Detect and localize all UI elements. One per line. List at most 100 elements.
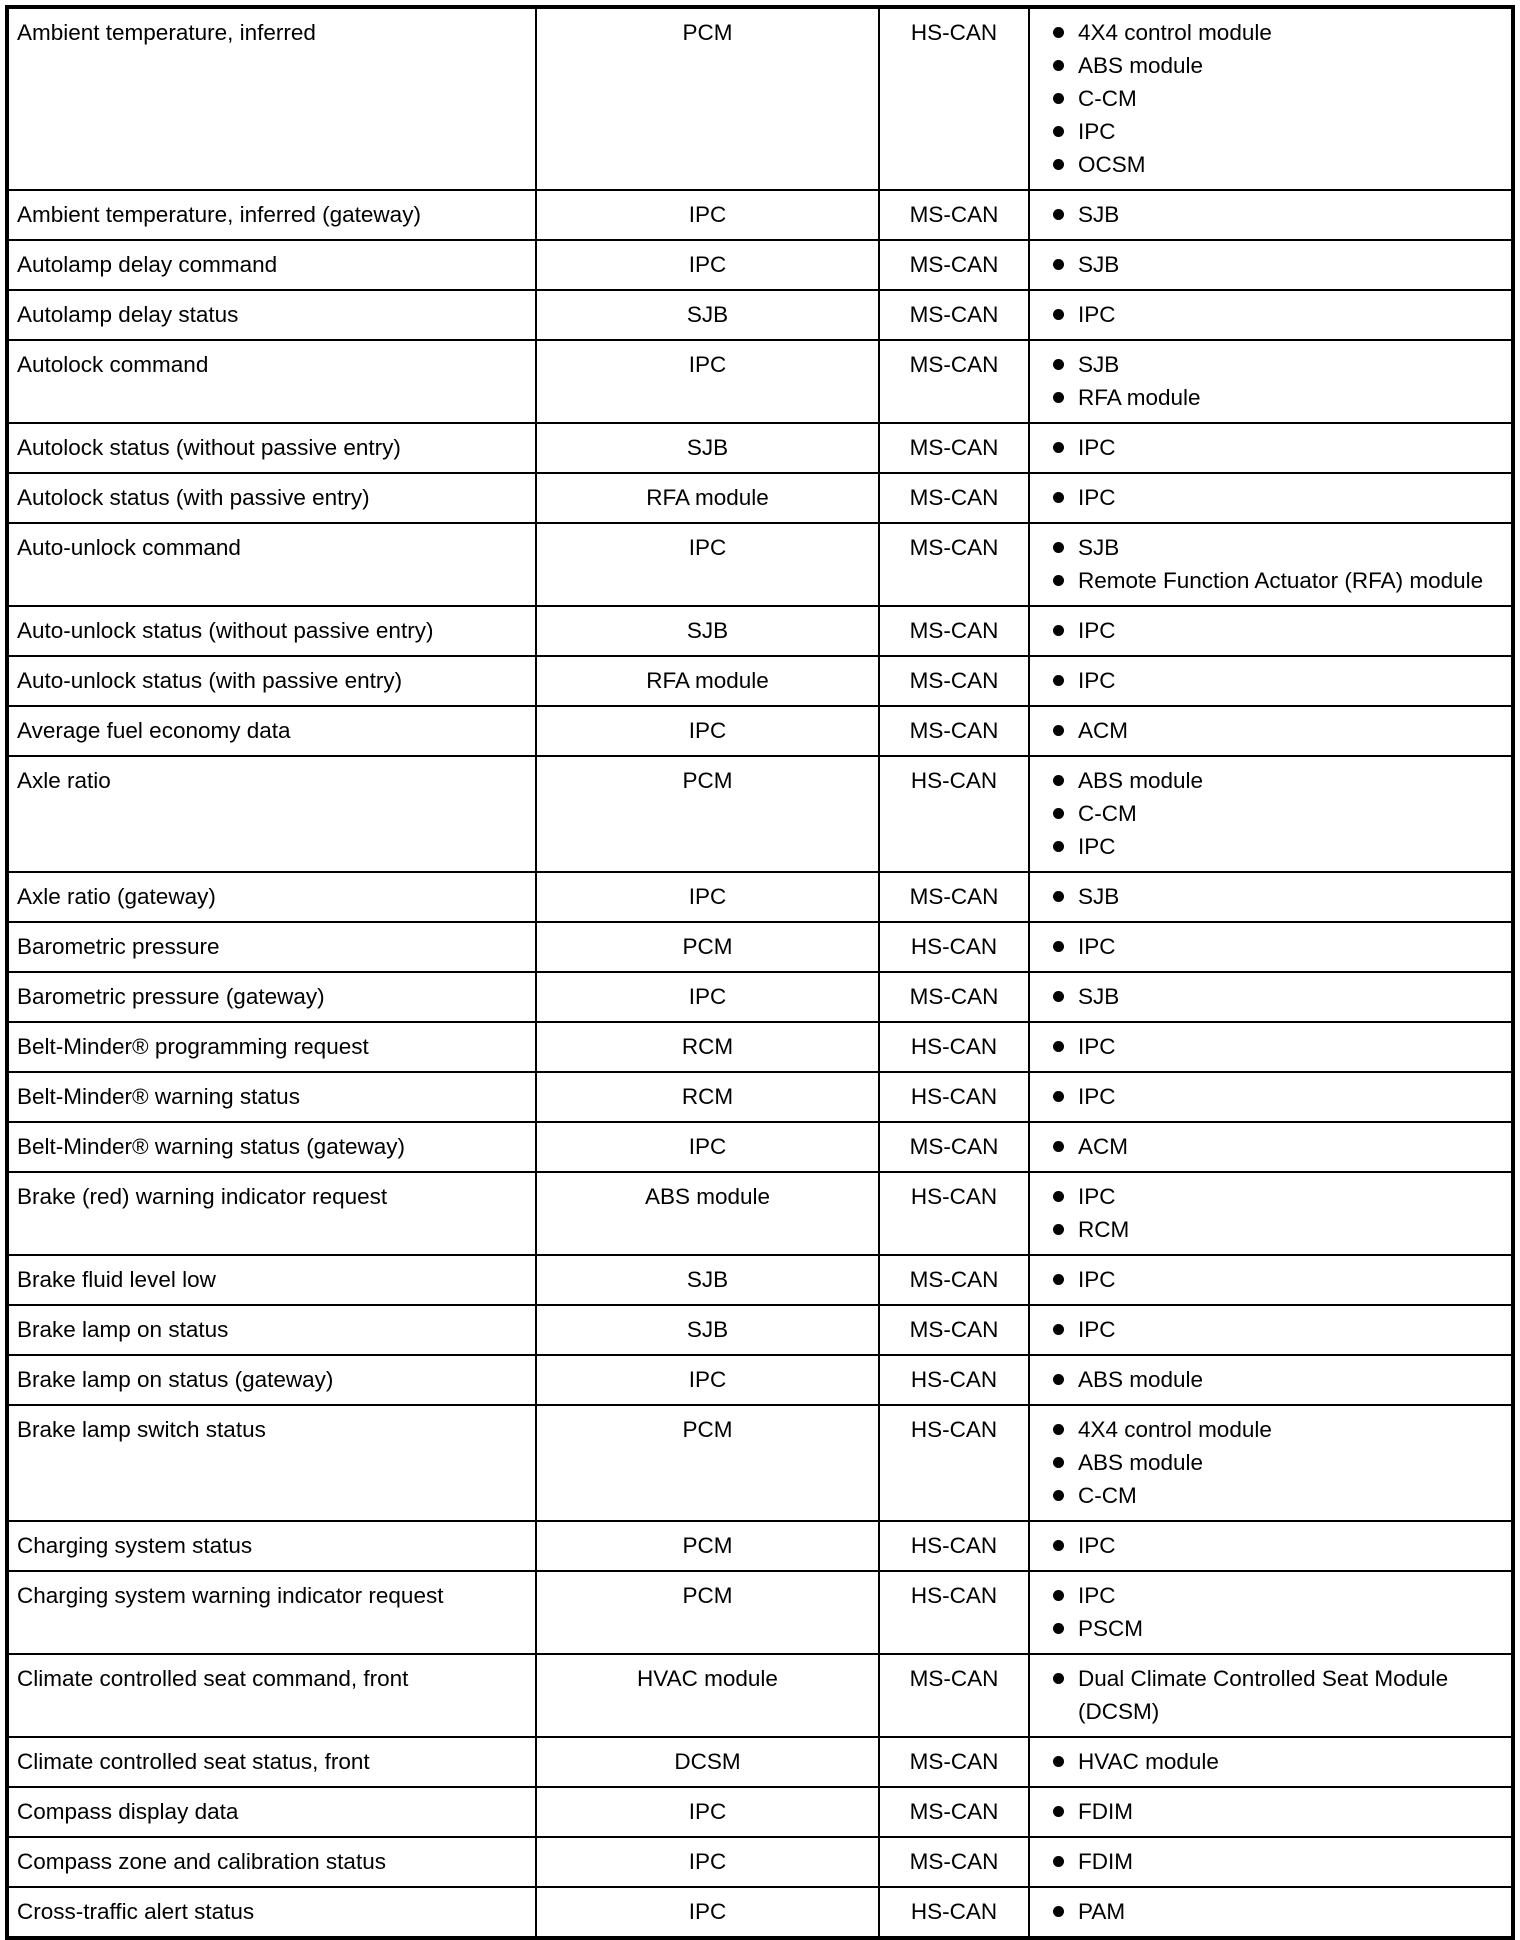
originator-cell: DCSM — [535, 1736, 880, 1788]
receiver-item: ABS module — [1050, 49, 1503, 82]
table-row: Auto-unlock status (without passive entr… — [6, 605, 1514, 657]
receivers-cell: 4X4 control module ABS module C-CM — [1028, 1404, 1514, 1522]
originator-cell: SJB — [535, 1304, 880, 1356]
network-cell: HS-CAN — [878, 1570, 1030, 1655]
receiver-list: SJB — [1050, 248, 1503, 281]
receiver-list: IPC — [1050, 1030, 1503, 1063]
message-cell: Belt-Minder® programming request — [6, 1021, 537, 1073]
network-cell: MS-CAN — [878, 472, 1030, 524]
table-row: Climate controlled seat status, front DCS… — [6, 1736, 1514, 1788]
network-cell: MS-CAN — [878, 655, 1030, 707]
originator-cell: IPC — [535, 1786, 880, 1838]
receiver-item: IPC — [1050, 1529, 1503, 1562]
originator-cell: IPC — [535, 1354, 880, 1406]
message-cell: Ambient temperature, inferred — [6, 6, 537, 191]
receivers-cell: IPC — [1028, 289, 1514, 341]
receiver-list: FDIM — [1050, 1795, 1503, 1828]
receiver-item: ABS module — [1050, 764, 1503, 797]
table-row: Belt-Minder® warning status RCM HS-CAN IPC — [6, 1071, 1514, 1123]
receivers-cell: IPC — [1028, 605, 1514, 657]
message-cell: Brake lamp on status (gateway) — [6, 1354, 537, 1406]
receiver-list: SJB — [1050, 980, 1503, 1013]
receiver-item: IPC — [1050, 930, 1503, 963]
receiver-item: Dual Climate Controlled Seat Module (DCS… — [1050, 1662, 1503, 1728]
table-row: Autolamp delay status SJB MS-CAN IPC — [6, 289, 1514, 341]
message-cell: Compass zone and calibration status — [6, 1836, 537, 1888]
table-row: Ambient temperature, inferred PCM HS-CAN 4X… — [6, 6, 1514, 191]
originator-cell: IPC — [535, 189, 880, 241]
message-cell: Belt-Minder® warning status (gateway) — [6, 1121, 537, 1173]
receiver-item: IPC — [1050, 431, 1503, 464]
receiver-item: Remote Function Actuator (RFA) module — [1050, 564, 1503, 597]
receivers-cell: IPC — [1028, 1021, 1514, 1073]
receiver-item: IPC — [1050, 481, 1503, 514]
receiver-list: ACM — [1050, 1130, 1503, 1163]
table-row: Axle ratio PCM HS-CAN ABS module C-CM IPC — [6, 755, 1514, 873]
receivers-cell: FDIM — [1028, 1836, 1514, 1888]
receivers-cell: IPC — [1028, 1520, 1514, 1572]
originator-cell: IPC — [535, 522, 880, 607]
receiver-item: IPC — [1050, 115, 1503, 148]
receivers-cell: IPC — [1028, 1071, 1514, 1123]
originator-cell: RFA module — [535, 655, 880, 707]
network-cell: HS-CAN — [878, 1886, 1030, 1939]
receiver-item: ABS module — [1050, 1446, 1503, 1479]
originator-cell: RFA module — [535, 472, 880, 524]
table-row: Auto-unlock status (with passive entry) R… — [6, 655, 1514, 707]
receivers-cell: ACM — [1028, 705, 1514, 757]
message-cell: Climate controlled seat command, front — [6, 1653, 537, 1738]
table-row: Compass zone and calibration status IPC MS… — [6, 1836, 1514, 1888]
receivers-cell: IPC RCM — [1028, 1171, 1514, 1256]
receiver-list: FDIM — [1050, 1845, 1503, 1878]
message-cell: Autolock status (with passive entry) — [6, 472, 537, 524]
receivers-cell: IPC — [1028, 472, 1514, 524]
network-cell: MS-CAN — [878, 289, 1030, 341]
receiver-item: IPC — [1050, 830, 1503, 863]
receiver-list: IPC — [1050, 1313, 1503, 1346]
message-cell: Average fuel economy data — [6, 705, 537, 757]
receiver-list: Dual Climate Controlled Seat Module (DCS… — [1050, 1662, 1503, 1728]
receiver-list: ACM — [1050, 714, 1503, 747]
message-cell: Auto-unlock status (with passive entry) — [6, 655, 537, 707]
network-cell: HS-CAN — [878, 1404, 1030, 1522]
network-cell: MS-CAN — [878, 1786, 1030, 1838]
table-row: Barometric pressure (gateway) IPC MS-CAN SJ… — [6, 971, 1514, 1023]
receiver-list: IPC — [1050, 1529, 1503, 1562]
message-cell: Axle ratio — [6, 755, 537, 873]
receiver-list: IPC — [1050, 614, 1503, 647]
receiver-list: IPC RCM — [1050, 1180, 1503, 1246]
message-cell: Autolock command — [6, 339, 537, 424]
receiver-item: IPC — [1050, 614, 1503, 647]
originator-cell: SJB — [535, 1254, 880, 1306]
receiver-item: IPC — [1050, 1313, 1503, 1346]
receiver-item: SJB — [1050, 198, 1503, 231]
receivers-cell: ABS module C-CM IPC — [1028, 755, 1514, 873]
message-cell: Ambient temperature, inferred (gateway) — [6, 189, 537, 241]
receiver-item: IPC — [1050, 1080, 1503, 1113]
network-cell: MS-CAN — [878, 971, 1030, 1023]
table-row: Belt-Minder® warning status (gateway) IPC… — [6, 1121, 1514, 1173]
network-cell: MS-CAN — [878, 1121, 1030, 1173]
receiver-item: PAM — [1050, 1895, 1503, 1928]
receivers-cell: SJB RFA module — [1028, 339, 1514, 424]
message-cell: Brake lamp switch status — [6, 1404, 537, 1522]
receiver-item: SJB — [1050, 531, 1503, 564]
receiver-list: IPC — [1050, 930, 1503, 963]
receiver-list: IPC — [1050, 431, 1503, 464]
message-cell: Barometric pressure — [6, 921, 537, 973]
receiver-item: SJB — [1050, 980, 1503, 1013]
table-row: Average fuel economy data IPC MS-CAN ACM — [6, 705, 1514, 757]
originator-cell: SJB — [535, 289, 880, 341]
receivers-cell: FDIM — [1028, 1786, 1514, 1838]
originator-cell: RCM — [535, 1071, 880, 1123]
receivers-cell: HVAC module — [1028, 1736, 1514, 1788]
receiver-list: IPC — [1050, 298, 1503, 331]
message-cell: Axle ratio (gateway) — [6, 871, 537, 923]
message-cell: Charging system warning indicator reques… — [6, 1570, 537, 1655]
table-row: Compass display data IPC MS-CAN FDIM — [6, 1786, 1514, 1838]
message-cell: Brake fluid level low — [6, 1254, 537, 1306]
message-cell: Barometric pressure (gateway) — [6, 971, 537, 1023]
table-row: Autolock command IPC MS-CAN SJB RFA module — [6, 339, 1514, 424]
receiver-item: IPC — [1050, 1263, 1503, 1296]
receivers-cell: IPC — [1028, 1304, 1514, 1356]
